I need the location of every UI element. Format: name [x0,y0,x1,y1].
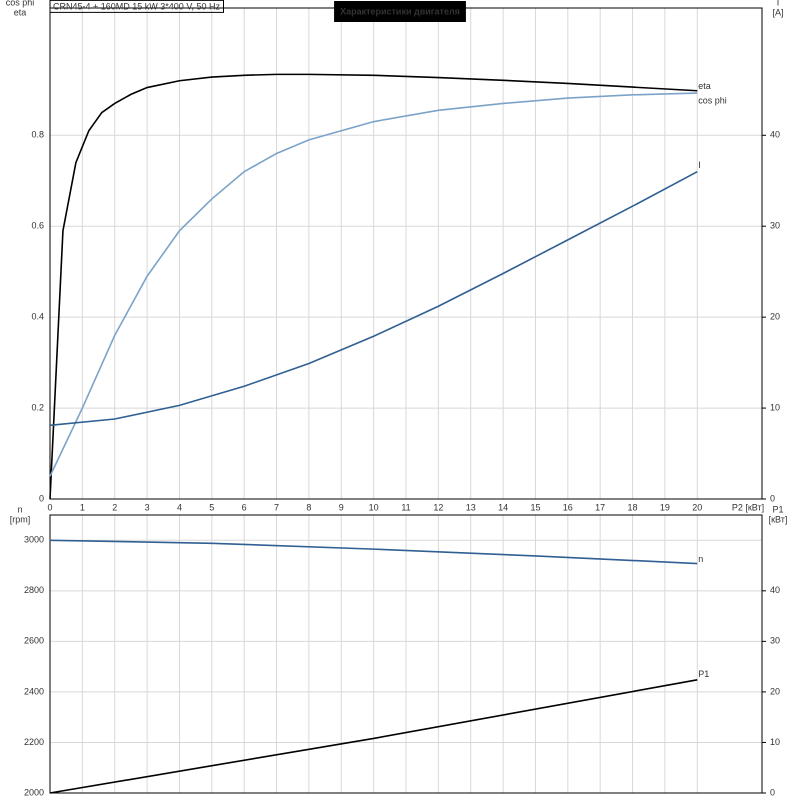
subtitle-box [49,0,225,13]
x-tick-label: 17 [595,502,605,512]
x-tick-label: 20 [692,502,702,512]
series-line [49,678,698,794]
chart-title: Характеристики двигателя [340,6,460,16]
y2-tick-label: 20 [770,686,780,696]
series-line [49,73,698,500]
series-line [49,170,698,427]
y-tick-label: 0.8 [31,130,44,140]
x-tick-label: 14 [498,502,508,512]
x-tick-label: 12 [433,502,443,512]
x-tick-label: 11 [401,502,410,512]
plot-frame [49,514,763,794]
y-tick-label: 3000 [24,535,44,545]
y2-tick-label: 30 [770,221,780,231]
y-tick-label: 2400 [24,686,44,696]
y2-axis-label: I [777,0,780,7]
y-tick-label: 0.6 [31,221,44,231]
series-label: cos phi [698,95,727,105]
y2-tick-label: 10 [770,402,780,412]
y-axis-label: n [17,504,22,514]
x-tick-label: 5 [209,502,214,512]
series-label: P1 [698,669,709,679]
y2-tick-label: 30 [770,636,780,646]
y-tick-label: 0 [39,493,44,503]
x-tick-label: 1 [80,502,85,512]
y2-axis-label: P1 [772,504,783,514]
title-box [334,1,466,22]
y-tick-label: 2800 [24,585,44,595]
y2-tick-label: 0 [770,493,775,503]
y2-tick-label: 0 [770,787,775,797]
x-tick-label: 13 [466,502,476,512]
x-tick-label: 10 [369,502,379,512]
x-tick-label: 6 [242,502,247,512]
x-tick-label: 7 [274,502,279,512]
y-axis-label: cos phi [6,0,35,7]
x-tick-label: 16 [563,502,573,512]
y2-axis-label: [кВт] [769,514,788,524]
x-axis-label: P2 [кВт] [732,502,764,512]
y-tick-label: 2200 [24,737,44,747]
series-label: I [698,160,701,170]
x-tick-label: 0 [47,502,52,512]
x-tick-label: 3 [145,502,150,512]
y2-tick-label: 20 [770,312,780,322]
x-tick-label: 15 [530,502,540,512]
series-label: eta [698,81,711,91]
x-tick-label: 19 [660,502,670,512]
x-tick-label: 2 [112,502,117,512]
series-label: n [698,554,703,564]
y-tick-label: 2600 [24,636,44,646]
x-tick-label: 18 [628,502,638,512]
series-line [49,92,698,477]
y-tick-label: 0.4 [31,312,44,322]
y2-tick-label: 40 [770,130,780,140]
x-tick-label: 8 [306,502,311,512]
y-axis-label: [rpm] [10,514,31,524]
subtitle: CRN45-4 + 160MD 15 kW 3*400 V, 50 Hz [53,1,221,11]
y-tick-label: 0.2 [31,402,44,412]
x-tick-label: 4 [177,502,182,512]
y-tick-label: 2000 [24,787,44,797]
series-line [49,539,698,565]
y2-tick-label: 40 [770,585,780,595]
y2-axis-label: [A] [772,7,783,17]
y-axis-label: eta [14,7,27,17]
y2-tick-label: 10 [770,737,780,747]
x-tick-label: 9 [339,502,344,512]
